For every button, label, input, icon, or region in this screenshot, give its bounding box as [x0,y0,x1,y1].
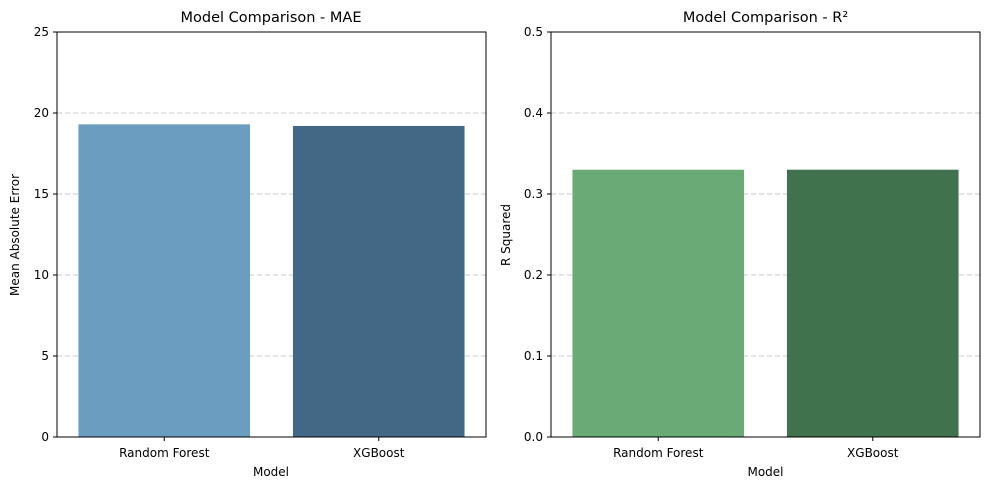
r2-y-tick-label: 0.2 [524,268,543,282]
r2-axes-frame [550,31,981,438]
r2-chart-panel: Model Comparison - R² Model R Squared Ra… [499,10,981,479]
mae-chart-ylabel: Mean Absolute Error [8,174,22,296]
r2-y-tick-label: 0.3 [524,187,543,201]
mae-bar-xgboost [292,125,465,438]
r2-y-tick-label: 0.1 [524,349,543,363]
mae-y-tick-label: 0 [41,430,49,444]
mae-y-tick-label: 25 [34,25,49,39]
r2-bar-xgboost [786,169,959,437]
mae-bar-random-forest [78,124,251,437]
r2-chart-xlabel: Model [747,465,783,479]
mae-chart-title: Model Comparison - MAE [180,10,361,26]
mae-axes-frame [56,31,487,438]
mae-y-tick-label: 5 [41,349,49,363]
r2-y-tick-label: 0.4 [524,106,543,120]
mae-y-tick-label: 10 [34,268,49,282]
mae-y-tick-label: 20 [34,106,49,120]
r2-chart-ylabel: R Squared [499,204,513,266]
r2-y-tick-label: 0.0 [524,430,543,444]
mae-x-tick-label: XGBoost [353,446,405,460]
mae-chart-xlabel: Model [253,465,289,479]
mae-chart-panel: Model Comparison - MAE Model Mean Absolu… [8,10,487,479]
mae-y-tick-label: 15 [34,187,49,201]
mae-x-tick-label: Random Forest [119,446,210,460]
r2-y-tick-label: 0.5 [524,25,543,39]
r2-x-tick-label: XGBoost [847,446,899,460]
r2-chart-title: Model Comparison - R² [683,10,848,26]
r2-bar-random-forest [572,169,745,437]
r2-x-tick-label: Random Forest [613,446,704,460]
